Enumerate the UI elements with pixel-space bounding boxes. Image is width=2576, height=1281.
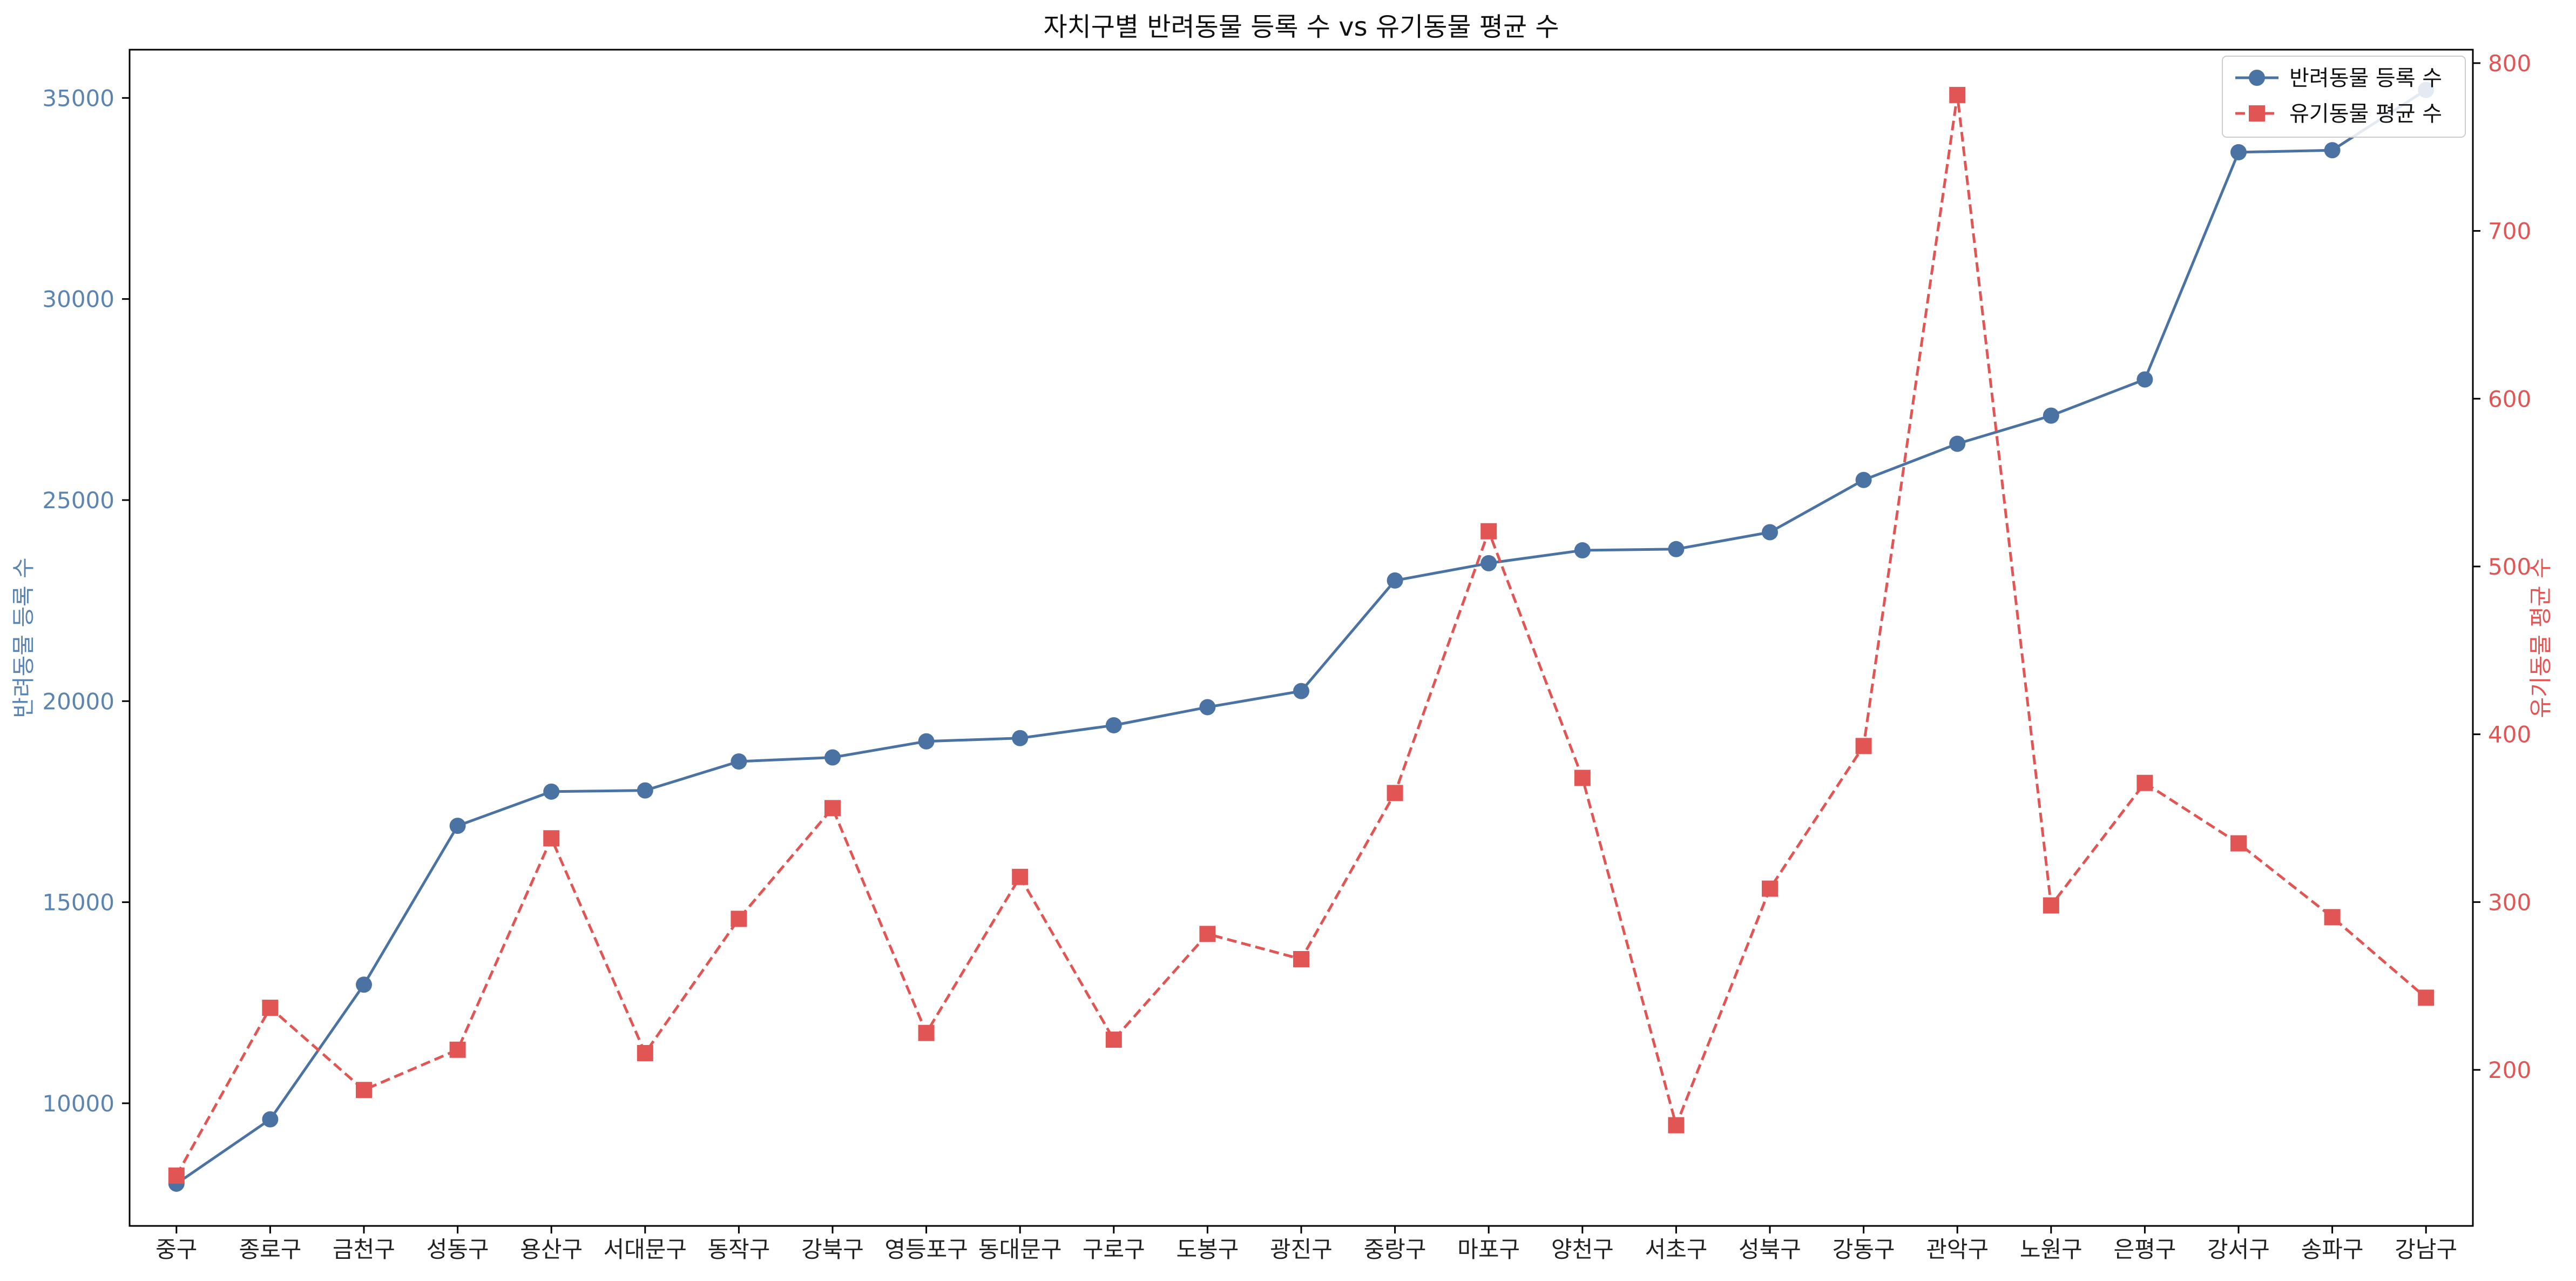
series-2-point xyxy=(1574,770,1591,786)
series-2-point xyxy=(1012,868,1029,885)
series-2-point xyxy=(1199,926,1216,942)
series-1-point xyxy=(1949,435,1966,452)
series-1-point xyxy=(543,783,560,800)
series-1-point xyxy=(2043,407,2059,424)
series-1-point xyxy=(356,976,372,993)
x-tick-label: 동작구 xyxy=(707,1236,770,1263)
x-tick-label: 영등포구 xyxy=(884,1236,968,1263)
legend-label-1: 반려동물 등록 수 xyxy=(2289,66,2442,91)
right-y-tick-label: 700 xyxy=(2488,218,2531,245)
legend-marker-2 xyxy=(2249,105,2265,122)
chart-title: 자치구별 반려동물 등록 수 vs 유기동물 평균 수 xyxy=(1043,12,1559,42)
series-2-point xyxy=(1855,738,1872,754)
series-1-point xyxy=(1762,524,1778,541)
series-2-point xyxy=(637,1044,653,1061)
series-2-point xyxy=(1387,785,1403,801)
series-1-point xyxy=(1574,542,1591,559)
series-2-point xyxy=(1293,950,1309,967)
series-1-point xyxy=(449,818,466,834)
legend-marker-1 xyxy=(2249,70,2265,86)
x-tick-label: 노원구 xyxy=(2020,1236,2083,1263)
series-1-point xyxy=(918,733,935,750)
series-2-point xyxy=(918,1024,935,1041)
x-tick-label: 강북구 xyxy=(801,1236,864,1263)
right-y-tick-label: 200 xyxy=(2488,1057,2531,1083)
legend-label-2: 유기동물 평균 수 xyxy=(2289,102,2442,126)
series-1-point xyxy=(2230,144,2247,160)
left-y-tick-label: 20000 xyxy=(42,688,114,714)
right-y-tick-label: 300 xyxy=(2488,889,2531,915)
x-tick-label: 광진구 xyxy=(1270,1236,1333,1263)
right-y-tick-label: 600 xyxy=(2488,386,2531,412)
series-1-point xyxy=(1668,541,1685,557)
left-y-tick-label: 30000 xyxy=(42,286,114,313)
x-tick-label: 도봉구 xyxy=(1176,1236,1239,1263)
x-tick-label: 서초구 xyxy=(1645,1236,1707,1263)
x-tick-label: 관악구 xyxy=(1926,1236,1989,1263)
series-1-point xyxy=(1387,572,1403,589)
x-tick-label: 양천구 xyxy=(1551,1236,1614,1263)
right-y-tick-label: 800 xyxy=(2488,50,2531,77)
series-1-point xyxy=(1855,471,1872,488)
x-tick-label: 송파구 xyxy=(2301,1236,2364,1263)
series-1-point xyxy=(262,1111,279,1128)
series-1-point xyxy=(824,749,841,766)
x-tick-label: 성북구 xyxy=(1739,1236,1801,1263)
series-1-point xyxy=(731,753,747,770)
left-y-axis-title: 반려동물 등록 수 xyxy=(10,557,37,718)
series-2-point xyxy=(2418,989,2435,1006)
x-tick-label: 종로구 xyxy=(239,1236,301,1263)
series-line-1 xyxy=(175,89,2427,1185)
x-tick-label: 강남구 xyxy=(2395,1236,2457,1263)
series-1-point xyxy=(1293,683,1309,699)
series-2-point xyxy=(1949,86,1966,103)
series-2-point xyxy=(543,830,560,847)
series-1-point xyxy=(2136,371,2153,388)
x-tick-label: 구로구 xyxy=(1083,1236,1145,1263)
series-2-point xyxy=(731,911,747,927)
series-2-point xyxy=(2230,835,2247,852)
series-1-point xyxy=(1480,555,1497,571)
x-tick-label: 중랑구 xyxy=(1364,1236,1426,1263)
right-y-tick-label: 400 xyxy=(2488,722,2531,748)
x-tick-label: 강서구 xyxy=(2207,1236,2270,1263)
left-y-tick-label: 15000 xyxy=(42,889,114,916)
series-2-point xyxy=(2324,909,2341,926)
series-2-point xyxy=(1105,1031,1122,1048)
plot-frame xyxy=(129,49,2474,1227)
series-1-point xyxy=(1199,699,1216,716)
x-tick-label: 금천구 xyxy=(333,1236,395,1263)
left-y-tick-label: 25000 xyxy=(42,487,114,514)
series-2-point xyxy=(356,1082,372,1098)
series-2-point xyxy=(1668,1117,1685,1134)
series-2-point xyxy=(2043,897,2059,914)
right-y-axis-title: 유기동물 평균 수 xyxy=(2527,557,2554,718)
series-2-point xyxy=(168,1167,185,1184)
x-tick-label: 용산구 xyxy=(520,1236,583,1263)
x-tick-label: 서대문구 xyxy=(604,1236,687,1263)
x-tick-label: 은평구 xyxy=(2113,1236,2176,1263)
left-y-tick-label: 35000 xyxy=(42,85,114,111)
series-1-point xyxy=(637,782,653,799)
legend-box xyxy=(2222,56,2466,138)
series-1-point xyxy=(2324,142,2341,159)
series-2-point xyxy=(1480,523,1497,540)
series-1-point xyxy=(1012,730,1029,746)
series-line-2 xyxy=(175,93,2427,1177)
left-y-tick-label: 10000 xyxy=(42,1090,114,1117)
series-2-point xyxy=(449,1041,466,1058)
series-2-point xyxy=(1762,880,1778,897)
series-1-point xyxy=(1105,717,1122,733)
series-2-point xyxy=(262,1000,279,1016)
series-2-point xyxy=(2136,774,2153,791)
x-tick-label: 마포구 xyxy=(1457,1236,1520,1263)
x-tick-label: 강동구 xyxy=(1833,1236,1895,1263)
x-tick-label: 성동구 xyxy=(427,1236,489,1263)
right-y-tick-label: 500 xyxy=(2488,554,2531,580)
x-tick-label: 중구 xyxy=(155,1236,197,1263)
x-tick-label: 동대문구 xyxy=(978,1236,1062,1263)
series-2-point xyxy=(824,800,841,817)
